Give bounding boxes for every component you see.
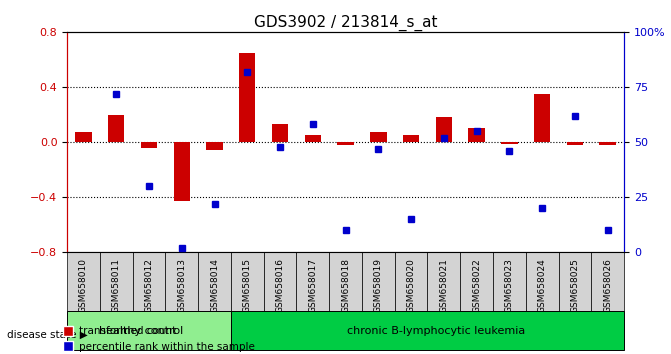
Text: GSM658023: GSM658023 <box>505 258 514 313</box>
Title: GDS3902 / 213814_s_at: GDS3902 / 213814_s_at <box>254 14 437 30</box>
Text: GSM658013: GSM658013 <box>177 258 187 313</box>
FancyBboxPatch shape <box>395 252 427 311</box>
Text: GSM658026: GSM658026 <box>603 258 612 313</box>
Text: GSM658019: GSM658019 <box>374 258 383 313</box>
Bar <box>534 94 550 142</box>
Text: GSM658011: GSM658011 <box>112 258 121 313</box>
Text: disease state ▶: disease state ▶ <box>7 330 87 339</box>
FancyBboxPatch shape <box>558 252 591 311</box>
Bar <box>75 132 92 142</box>
Bar <box>239 52 256 142</box>
FancyBboxPatch shape <box>460 252 493 311</box>
FancyBboxPatch shape <box>67 311 231 350</box>
Bar <box>174 142 190 201</box>
Bar <box>338 142 354 145</box>
Bar <box>141 142 157 148</box>
Text: GSM658017: GSM658017 <box>308 258 317 313</box>
FancyBboxPatch shape <box>231 252 264 311</box>
Text: GSM658020: GSM658020 <box>407 258 415 313</box>
Bar <box>207 142 223 150</box>
Text: GSM658024: GSM658024 <box>537 258 547 313</box>
Text: GSM658018: GSM658018 <box>341 258 350 313</box>
FancyBboxPatch shape <box>493 252 526 311</box>
Text: GSM658025: GSM658025 <box>570 258 579 313</box>
Bar <box>468 129 485 142</box>
Bar <box>403 135 419 142</box>
Bar <box>567 142 583 145</box>
FancyBboxPatch shape <box>100 252 133 311</box>
Text: GSM658022: GSM658022 <box>472 258 481 313</box>
Bar <box>501 142 517 143</box>
FancyBboxPatch shape <box>264 252 297 311</box>
Bar <box>272 124 289 142</box>
Bar <box>435 117 452 142</box>
Bar <box>305 135 321 142</box>
FancyBboxPatch shape <box>297 252 329 311</box>
Bar <box>370 132 386 142</box>
FancyBboxPatch shape <box>133 252 165 311</box>
FancyBboxPatch shape <box>165 252 198 311</box>
Text: GSM658021: GSM658021 <box>440 258 448 313</box>
Text: GSM658015: GSM658015 <box>243 258 252 313</box>
Text: GSM658016: GSM658016 <box>276 258 285 313</box>
FancyBboxPatch shape <box>427 252 460 311</box>
FancyBboxPatch shape <box>526 252 558 311</box>
FancyBboxPatch shape <box>198 252 231 311</box>
Text: chronic B-lymphocytic leukemia: chronic B-lymphocytic leukemia <box>346 326 525 336</box>
Bar <box>108 115 124 142</box>
Text: GSM658012: GSM658012 <box>144 258 154 313</box>
Text: healthy control: healthy control <box>99 326 183 336</box>
FancyBboxPatch shape <box>362 252 395 311</box>
Text: GSM658010: GSM658010 <box>79 258 88 313</box>
FancyBboxPatch shape <box>231 311 624 350</box>
Legend: transformed count, percentile rank within the sample: transformed count, percentile rank withi… <box>59 322 259 354</box>
Bar <box>599 142 616 145</box>
Text: GSM658014: GSM658014 <box>210 258 219 313</box>
FancyBboxPatch shape <box>67 252 100 311</box>
FancyBboxPatch shape <box>591 252 624 311</box>
FancyBboxPatch shape <box>329 252 362 311</box>
